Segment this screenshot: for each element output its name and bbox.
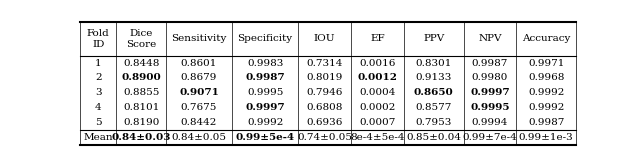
Text: 0.8442: 0.8442: [181, 118, 217, 127]
Text: 0.9995: 0.9995: [247, 88, 284, 97]
Text: 0.99±1e-3: 0.99±1e-3: [519, 133, 573, 142]
Text: 0.9971: 0.9971: [528, 59, 564, 68]
Text: Mean: Mean: [83, 133, 113, 142]
Text: 0.9992: 0.9992: [247, 118, 284, 127]
Text: 0.9980: 0.9980: [472, 73, 508, 82]
Text: 0.8900: 0.8900: [122, 73, 161, 82]
Text: 0.6936: 0.6936: [307, 118, 343, 127]
Text: 0.8301: 0.8301: [415, 59, 452, 68]
Text: 3: 3: [95, 88, 102, 97]
Text: 8e-4±5e-4: 8e-4±5e-4: [350, 133, 405, 142]
Text: 5: 5: [95, 118, 102, 127]
Text: 0.9071: 0.9071: [179, 88, 219, 97]
Text: 0.9997: 0.9997: [470, 88, 510, 97]
Text: 0.0007: 0.0007: [360, 118, 396, 127]
Text: IOU: IOU: [314, 34, 335, 43]
Text: 0.8601: 0.8601: [181, 59, 217, 68]
Text: 0.9997: 0.9997: [245, 103, 285, 112]
Text: 0.7675: 0.7675: [181, 103, 217, 112]
Text: 0.9992: 0.9992: [528, 103, 564, 112]
Text: 0.9968: 0.9968: [528, 73, 564, 82]
Text: 0.9987: 0.9987: [245, 73, 285, 82]
Text: 0.9983: 0.9983: [247, 59, 284, 68]
Text: 0.9133: 0.9133: [415, 73, 452, 82]
Text: 0.9995: 0.9995: [470, 103, 510, 112]
Text: 0.9987: 0.9987: [528, 118, 564, 127]
Text: 0.8577: 0.8577: [415, 103, 452, 112]
Text: Fold
ID: Fold ID: [87, 29, 109, 49]
Text: 0.7953: 0.7953: [415, 118, 452, 127]
Text: 2: 2: [95, 73, 102, 82]
Text: Accuracy: Accuracy: [522, 34, 570, 43]
Text: 0.0012: 0.0012: [358, 73, 397, 82]
Text: Dice
Score: Dice Score: [126, 29, 156, 49]
Text: 0.6808: 0.6808: [307, 103, 343, 112]
Text: 0.8855: 0.8855: [123, 88, 159, 97]
Text: 0.0004: 0.0004: [360, 88, 396, 97]
Text: 0.9992: 0.9992: [528, 88, 564, 97]
Text: 0.8019: 0.8019: [307, 73, 343, 82]
Text: 0.8650: 0.8650: [414, 88, 454, 97]
Text: 0.0016: 0.0016: [360, 59, 396, 68]
Text: 0.0002: 0.0002: [360, 103, 396, 112]
Text: EF: EF: [371, 34, 385, 43]
Text: PPV: PPV: [423, 34, 444, 43]
Text: 0.9994: 0.9994: [472, 118, 508, 127]
Text: 1: 1: [95, 59, 102, 68]
Text: NPV: NPV: [478, 34, 502, 43]
Text: 0.85±0.04: 0.85±0.04: [406, 133, 461, 142]
Text: 0.99±5e-4: 0.99±5e-4: [236, 133, 295, 142]
Text: 0.8101: 0.8101: [123, 103, 159, 112]
Text: 0.7946: 0.7946: [307, 88, 343, 97]
Text: 0.84±0.03: 0.84±0.03: [111, 133, 171, 142]
Text: 0.8190: 0.8190: [123, 118, 159, 127]
Text: 0.84±0.05: 0.84±0.05: [172, 133, 227, 142]
Text: 4: 4: [95, 103, 102, 112]
Text: 0.99±7e-4: 0.99±7e-4: [463, 133, 517, 142]
Text: 0.7314: 0.7314: [307, 59, 343, 68]
Text: 0.8448: 0.8448: [123, 59, 159, 68]
Text: 0.9987: 0.9987: [472, 59, 508, 68]
Text: 0.8679: 0.8679: [181, 73, 217, 82]
Text: 0.74±0.05: 0.74±0.05: [297, 133, 352, 142]
Text: Specificity: Specificity: [237, 34, 292, 43]
Text: Sensitivity: Sensitivity: [172, 34, 227, 43]
